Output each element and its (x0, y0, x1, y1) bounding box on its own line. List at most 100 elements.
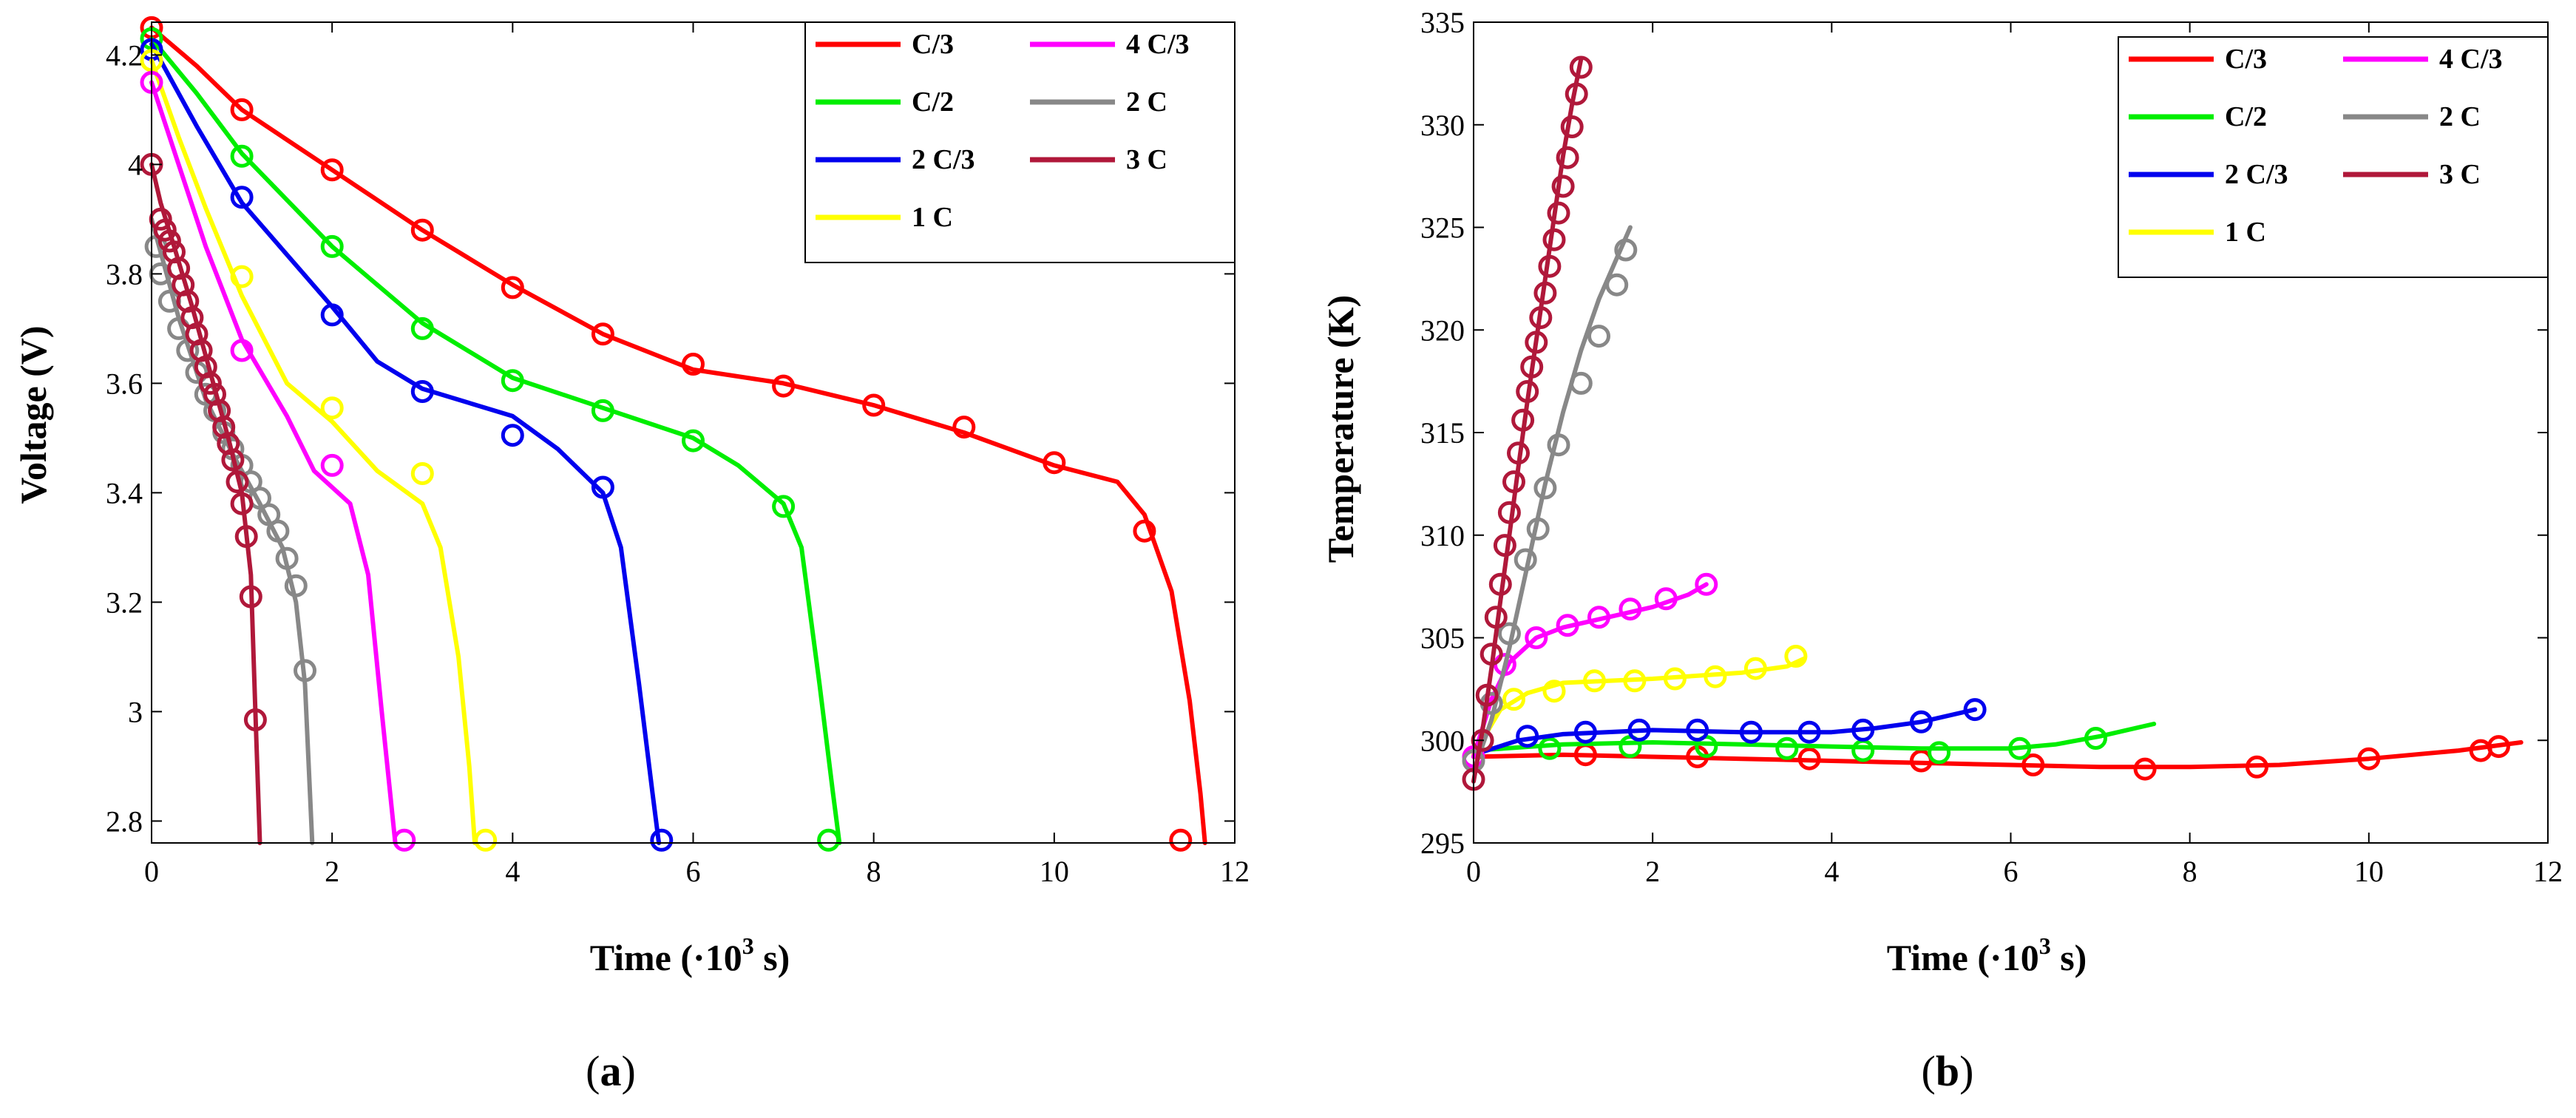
panel-b-legend-box (2118, 36, 2549, 278)
panel-b-legend: C/3 C/2 2 C/3 1 C 4 C/3 2 C 3 C (2118, 36, 2549, 278)
x-tick-label: 12 (1220, 855, 1250, 888)
legend-label: C/2 (912, 87, 954, 118)
data-point-2c (1547, 433, 1570, 457)
series-c-3 (140, 16, 1207, 852)
data-point-3c (1569, 55, 1593, 79)
data-point-c-3 (2357, 747, 2381, 770)
x-tick-label: 2 (325, 855, 339, 888)
data-point-1c (1704, 665, 1727, 688)
data-point-3c (230, 492, 254, 515)
data-point-3c (1502, 470, 1525, 494)
x-tick-label: 4 (1824, 855, 1839, 888)
data-point-1c (230, 265, 254, 288)
data-point-2c-3 (1851, 718, 1875, 742)
data-point-3c (1547, 201, 1570, 225)
data-point-3c (1520, 355, 1544, 379)
data-point-2c (1587, 325, 1610, 348)
data-point-2c-3 (1797, 720, 1821, 744)
y-tick-label: 3 (128, 695, 143, 728)
data-point-2c-3 (1573, 720, 1597, 744)
data-point-4c-3 (320, 453, 344, 477)
data-point-1c (1583, 669, 1606, 693)
series-line-2c (1471, 225, 1633, 773)
data-point-3c (1551, 175, 1575, 198)
legend-label: 2 C (2439, 101, 2481, 132)
legend-label: C/2 (2225, 101, 2267, 132)
x-tick-label: 2 (1645, 855, 1660, 888)
data-point-2c-3 (1739, 720, 1763, 744)
series-c-2 (1471, 722, 2157, 765)
data-point-3c (1511, 408, 1535, 432)
y-tick-label: 310 (1420, 519, 1465, 552)
x-tick-label: 12 (2533, 855, 2563, 888)
y-tick-label: 3.6 (106, 367, 143, 400)
y-tick-label: 4.2 (106, 38, 143, 72)
series-2c-3 (1471, 698, 1987, 757)
series-line-1c (1471, 656, 1807, 757)
data-point-3c (1493, 534, 1516, 558)
panel-a-ticks: 0 2 4 6 8 10 12 2.8 3 3.2 3.4 3.6 3.8 4 4.2 (106, 22, 1250, 888)
series-line-4c-3 (149, 80, 398, 845)
data-point-4c-3 (1525, 626, 1548, 649)
data-point-4c-3 (1619, 597, 1642, 621)
data-point-4c-3 (1556, 614, 1579, 637)
data-point-c-3 (772, 374, 796, 398)
data-point-1c (1784, 645, 1808, 668)
data-point-2c-3 (1686, 718, 1709, 742)
series-1c (140, 49, 498, 852)
data-point-c-2 (682, 429, 705, 453)
data-point-2c-3 (410, 380, 434, 403)
data-point-2c (266, 519, 290, 543)
y-tick-label: 4 (128, 148, 143, 181)
y-tick-label: 3.2 (106, 586, 143, 619)
data-point-1c (1542, 680, 1566, 703)
data-point-3c (157, 229, 181, 253)
data-point-3c (1525, 331, 1548, 354)
series-line-1c (149, 58, 478, 845)
legend-label: 1 C (912, 202, 953, 233)
y-tick-label: 315 (1420, 416, 1465, 450)
data-point-c-3 (591, 322, 614, 346)
data-point-2c-3 (591, 475, 614, 499)
data-point-3c (234, 525, 258, 549)
x-tick-label: 0 (144, 855, 159, 888)
data-point-c-2 (817, 828, 841, 852)
data-point-3c (153, 218, 177, 242)
data-point-1c (1743, 657, 1767, 680)
data-point-3c (1475, 683, 1499, 707)
data-point-2c (294, 659, 316, 682)
panel-a-legend-entries: C/3 C/2 2 C/3 1 C 4 C/3 2 C 3 C (816, 29, 1190, 233)
series-3c (1462, 55, 1593, 791)
data-point-3c (243, 708, 267, 731)
data-point-3c (1529, 306, 1553, 330)
data-point-c-2 (230, 144, 254, 168)
legend-label: 1 C (2225, 217, 2266, 248)
x-tick-label: 6 (2004, 855, 2019, 888)
series-3c (140, 152, 267, 845)
panel-b-ylabel: Temperature (K) (1320, 295, 1361, 563)
data-point-c-3 (1043, 451, 1066, 475)
data-point-c-3 (320, 158, 344, 182)
x-tick-label: 4 (505, 855, 520, 888)
series-line-2c-3 (149, 41, 662, 845)
data-point-c-2 (1775, 736, 1799, 760)
series-2c-3 (140, 38, 674, 852)
data-point-c-3 (2133, 757, 2157, 781)
data-point-2c-3 (501, 424, 524, 447)
legend-label: 3 C (1126, 144, 1167, 175)
data-point-3c (1565, 82, 1588, 106)
data-point-3c (1497, 501, 1521, 524)
data-point-c-3 (2245, 755, 2268, 779)
data-point-c-3 (862, 393, 886, 417)
data-point-2c (1605, 273, 1629, 297)
y-tick-label: 2.8 (106, 804, 143, 838)
data-point-2c (1533, 476, 1557, 500)
data-point-1c (320, 396, 344, 420)
legend-label: 2 C (1126, 87, 1167, 118)
data-point-c-3 (2021, 753, 2045, 776)
data-point-2c-3 (1963, 698, 1987, 722)
panel-b-caption: (b) (1922, 1047, 1974, 1095)
data-point-c-2 (1851, 739, 1875, 762)
data-point-c-2 (591, 399, 614, 422)
data-point-2c (1497, 622, 1521, 646)
